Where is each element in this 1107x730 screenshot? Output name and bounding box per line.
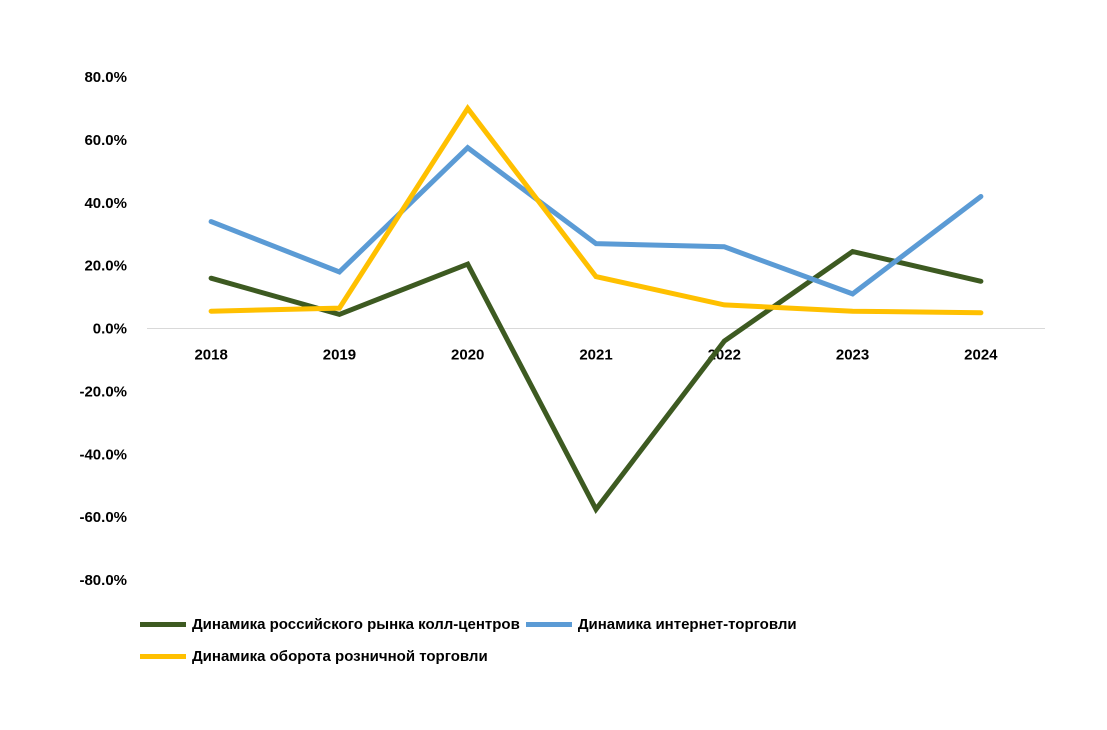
y-tick-label: -80.0% <box>79 572 127 589</box>
legend-swatch-call-centers <box>140 621 186 627</box>
line-chart: 80.0% 60.0% 40.0% 20.0% 0.0% -20.0% -40.0% -60.… <box>79 69 1045 589</box>
x-axis-ticks: 2018 2019 2020 2021 2022 2023 2024 <box>194 347 998 364</box>
y-tick-label: 20.0% <box>84 258 127 275</box>
x-tick-label: 2018 <box>194 347 227 364</box>
legend-label-call-centers: Динамика российского рынка колл-центров <box>192 615 520 633</box>
legend-row: Динамика оборота розничной торговли <box>140 640 1040 672</box>
x-tick-label: 2023 <box>836 347 869 364</box>
x-tick-label: 2024 <box>964 347 998 364</box>
y-tick-label: 60.0% <box>84 132 127 149</box>
series-line-ecommerce <box>208 144 984 297</box>
x-tick-label: 2021 <box>579 347 612 364</box>
series-lines <box>208 104 984 514</box>
legend-item-call-centers: Динамика российского рынка колл-центров <box>140 616 520 633</box>
legend: Динамика российского рынка колл-центров … <box>140 608 1040 672</box>
x-tick-label: 2020 <box>451 347 484 364</box>
legend-item-retail: Динамика оборота розничной торговли <box>140 648 488 665</box>
x-tick-label: 2019 <box>323 347 356 364</box>
y-tick-label: -20.0% <box>79 383 127 400</box>
legend-label-ecommerce: Динамика интернет-торговли <box>577 615 797 633</box>
y-axis-ticks: 80.0% 60.0% 40.0% 20.0% 0.0% -20.0% -40.0% -60.… <box>79 69 127 589</box>
y-tick-label: 80.0% <box>84 69 127 86</box>
legend-label-retail: Динамика оборота розничной торговли <box>192 647 488 665</box>
y-tick-label: 0.0% <box>93 321 127 338</box>
legend-item-ecommerce: Динамика интернет-торговли <box>525 615 797 633</box>
y-tick-label: 40.0% <box>84 195 127 212</box>
y-tick-label: -60.0% <box>79 509 127 526</box>
series-line-retail <box>208 104 984 316</box>
legend-swatch-retail <box>140 653 186 659</box>
legend-swatch-ecommerce <box>525 621 572 627</box>
legend-row: Динамика российского рынка колл-центров … <box>140 608 1040 640</box>
series-line-call-centers <box>208 248 984 514</box>
y-tick-label: -40.0% <box>79 446 127 463</box>
